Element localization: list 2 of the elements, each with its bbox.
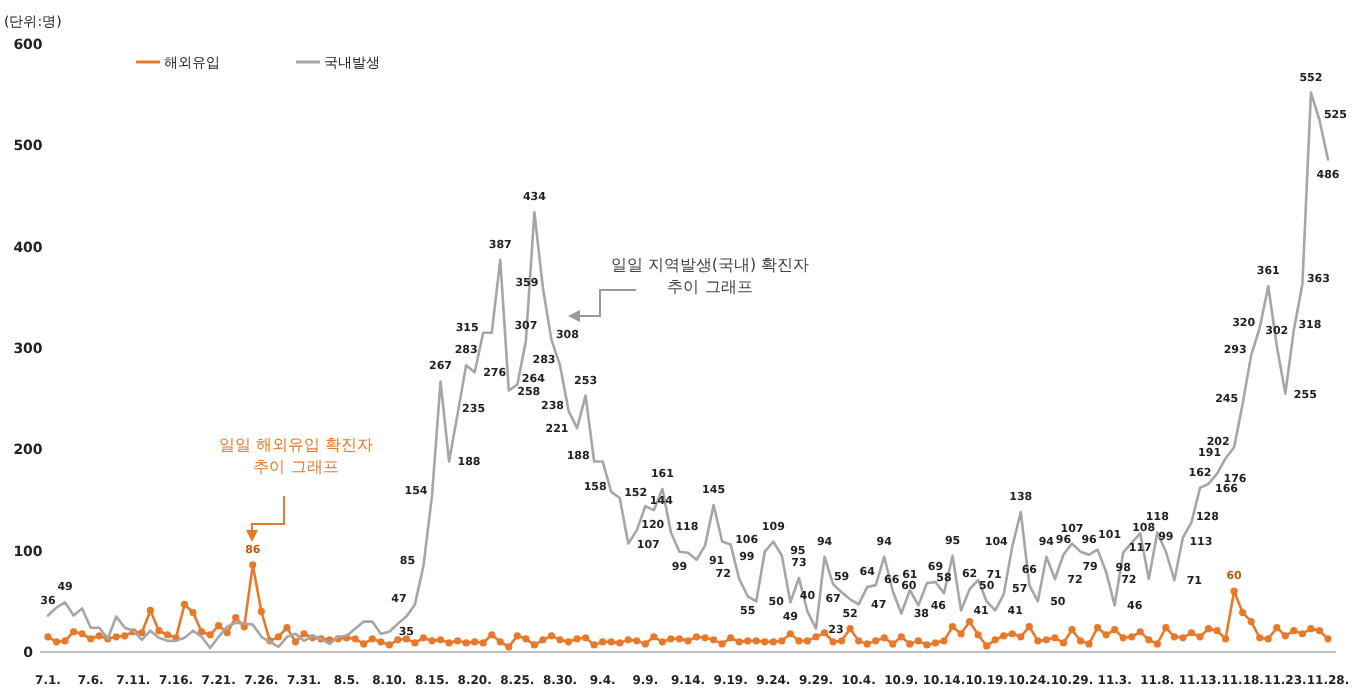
annotation: 일일 해외유입 확진자 추이 그래프 (218, 436, 374, 476)
annotation: 일일 지역발생(국내) 확진자 추이 그래프 (610, 256, 810, 296)
